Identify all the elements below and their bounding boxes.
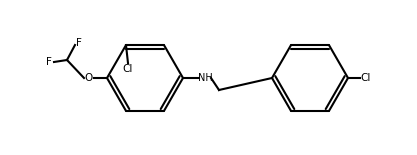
Text: F: F	[46, 57, 52, 67]
Text: Cl: Cl	[123, 64, 133, 74]
Text: NH: NH	[198, 73, 212, 83]
Text: F: F	[76, 38, 82, 48]
Text: O: O	[85, 73, 93, 83]
Text: Cl: Cl	[361, 73, 371, 83]
